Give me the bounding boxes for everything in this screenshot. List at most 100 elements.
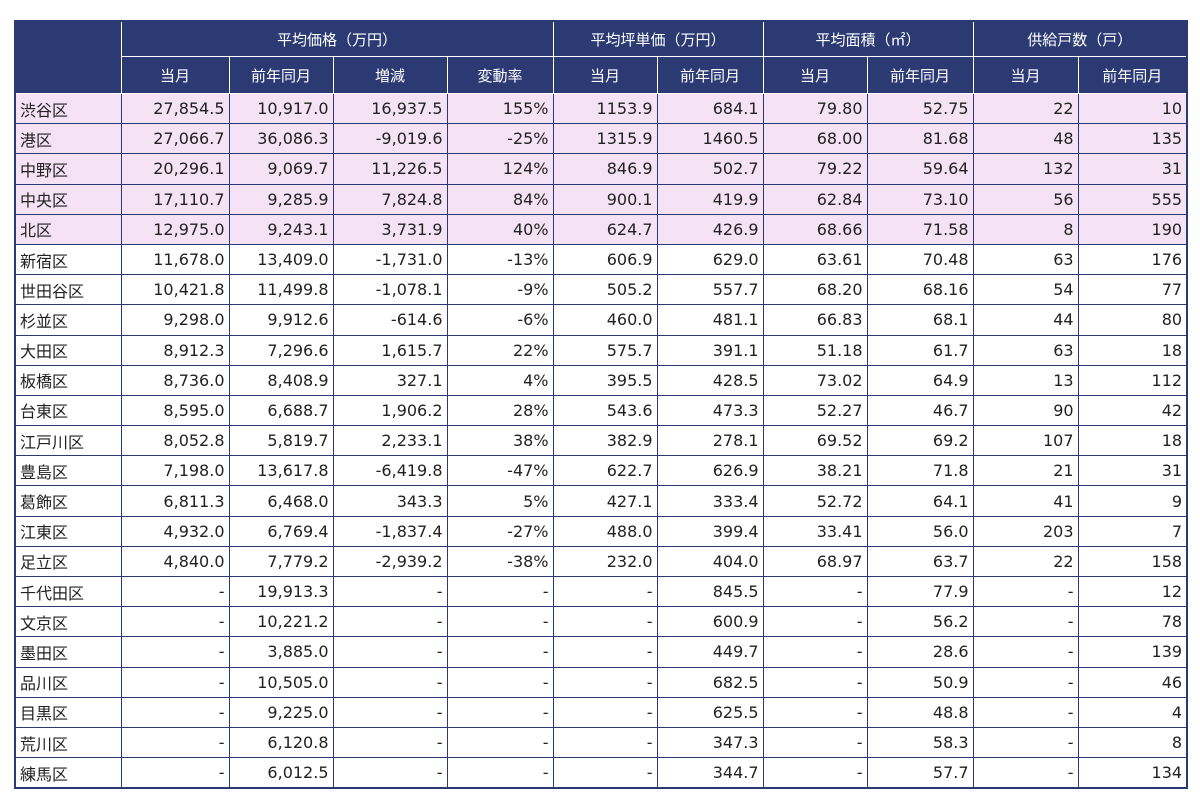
cell: - (762, 606, 868, 638)
cell: 52.75 (866, 92, 974, 125)
cell: -27% (446, 515, 554, 547)
cell: 132 (972, 153, 1079, 185)
cell: 28% (446, 394, 554, 427)
cell: 13 (972, 364, 1079, 396)
corner-cell (14, 20, 122, 94)
table-row: 江戸川区 8,052.8 5,819.7 2,233.1 38% 382.9 278.1 69… (14, 425, 1188, 457)
cell: 68.20 (762, 274, 868, 306)
cell: 333.4 (656, 485, 764, 517)
cell: - (332, 757, 448, 789)
ward-name: 江東区 (14, 515, 122, 547)
cell: 112 (1077, 364, 1188, 396)
cell: 176 (1077, 243, 1188, 276)
cell: 419.9 (656, 183, 764, 215)
cell: 73.10 (866, 183, 974, 215)
cell: 391.1 (656, 334, 764, 366)
ward-name: 渋谷区 (14, 92, 122, 125)
group-header: 平均価格（万円） (120, 20, 554, 57)
cell: 426.9 (656, 213, 764, 245)
cell: 1,906.2 (332, 394, 448, 427)
cell: - (972, 606, 1079, 638)
cell: 13,617.8 (228, 455, 334, 487)
cell: 18 (1077, 334, 1188, 366)
cell: 7,779.2 (228, 545, 334, 578)
cell: 6,769.4 (228, 515, 334, 547)
cell: 606.9 (552, 243, 658, 276)
cell: 80 (1077, 304, 1188, 336)
sub-header: 当月 (552, 56, 658, 94)
cell: 135 (1077, 123, 1188, 155)
cell: 12 (1077, 575, 1188, 608)
cell: 62.84 (762, 183, 868, 215)
sub-header: 増減 (332, 56, 448, 94)
cell: 81.68 (866, 123, 974, 155)
cell: 9,069.7 (228, 153, 334, 185)
cell: 404.0 (656, 545, 764, 578)
cell: 10,421.8 (120, 274, 230, 306)
cell: 6,811.3 (120, 485, 230, 517)
cell: -25% (446, 123, 554, 155)
cell: - (446, 606, 554, 638)
cell: 52.27 (762, 394, 868, 427)
table-row: 千代田区 -19,913.3- - -845.5-77.9-12 (14, 575, 1188, 608)
cell: 46 (1077, 666, 1188, 698)
cell: 4,840.0 (120, 545, 230, 578)
table-row: 板橋区 8,736.0 8,408.9 327.1 4% 395.5 428.5 73.02 6… (14, 364, 1188, 396)
cell: -13% (446, 243, 554, 276)
cell: - (762, 575, 868, 608)
cell: 3,885.0 (228, 636, 334, 668)
cell: 624.7 (552, 213, 658, 245)
cell: 41 (972, 485, 1079, 517)
cell: 28.6 (866, 636, 974, 668)
cell: 16,937.5 (332, 92, 448, 125)
cell: 31 (1077, 455, 1188, 487)
ward-name: 港区 (14, 123, 122, 155)
cell: 1460.5 (656, 123, 764, 155)
cell: 846.9 (552, 153, 658, 185)
cell: -1,078.1 (332, 274, 448, 306)
cell: 68.97 (762, 545, 868, 578)
cell: - (762, 757, 868, 789)
cell: 68.16 (866, 274, 974, 306)
cell: 395.5 (552, 364, 658, 396)
cell: - (552, 636, 658, 668)
sub-header: 当月 (972, 56, 1079, 94)
cell: 56.0 (866, 515, 974, 547)
cell: 63 (972, 243, 1079, 276)
cell: 10 (1077, 92, 1188, 125)
ward-name: 杉並区 (14, 304, 122, 336)
cell: 502.7 (656, 153, 764, 185)
cell: 481.1 (656, 304, 764, 336)
cell: 18 (1077, 425, 1188, 457)
cell: 10,505.0 (228, 666, 334, 698)
table-row: 新宿区 11,678.0 13,409.0 -1,731.0 -13% 606.9 629.… (14, 243, 1188, 276)
cell: 9,285.9 (228, 183, 334, 215)
cell: 64.9 (866, 364, 974, 396)
cell: 66.83 (762, 304, 868, 336)
cell: 9,298.0 (120, 304, 230, 336)
cell: 190 (1077, 213, 1188, 245)
cell: - (552, 696, 658, 728)
ward-name: 品川区 (14, 666, 122, 698)
cell: -47% (446, 455, 554, 487)
cell: 124% (446, 153, 554, 185)
cell: 9,243.1 (228, 213, 334, 245)
cell: - (446, 666, 554, 698)
cell: -9% (446, 274, 554, 306)
table-row: 渋谷区 27,854.5 10,917.0 16,937.5 155% 1153.9 684… (14, 92, 1188, 125)
cell: 48.8 (866, 696, 974, 728)
cell: 5% (446, 485, 554, 517)
cell: - (332, 726, 448, 759)
cell: 382.9 (552, 425, 658, 457)
cell: 50.9 (866, 666, 974, 698)
cell: 682.5 (656, 666, 764, 698)
cell: 203 (972, 515, 1079, 547)
cell: - (552, 726, 658, 759)
cell: -6,419.8 (332, 455, 448, 487)
cell: 77 (1077, 274, 1188, 306)
cell: 71.8 (866, 455, 974, 487)
cell: 460.0 (552, 304, 658, 336)
group-header: 平均坪単価（万円） (552, 20, 764, 57)
cell: 69.52 (762, 425, 868, 457)
cell: - (446, 575, 554, 608)
